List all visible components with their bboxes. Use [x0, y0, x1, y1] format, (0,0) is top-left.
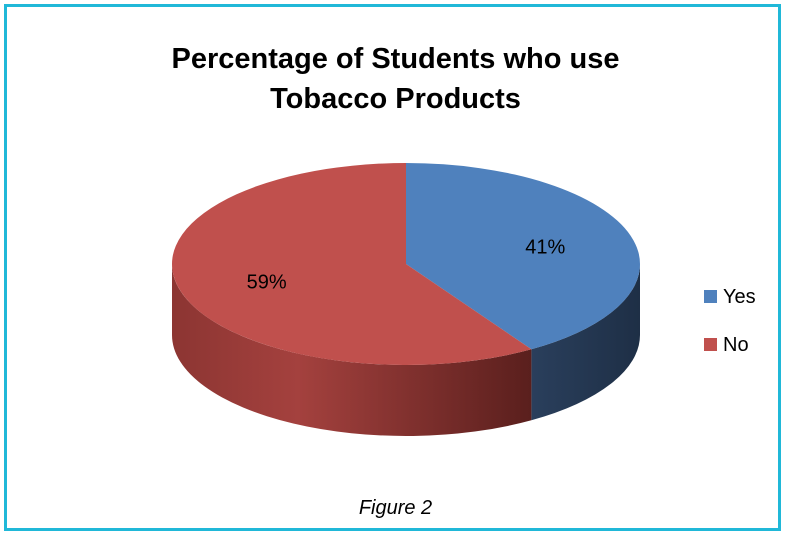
figure-caption: Figure 2 [358, 497, 433, 519]
legend-swatch-no [704, 338, 717, 351]
data-label-yes: 41% [525, 237, 565, 259]
pie-slices: 41% 59% [172, 163, 641, 436]
chart-title: Percentage of Students who use Tobacco P… [7, 39, 784, 119]
pie-side-yes [531, 264, 640, 421]
legend-label-yes: Yes [723, 286, 756, 308]
chart-frame: Percentage of Students who use Tobacco P… [4, 4, 781, 531]
data-label-no: 59% [247, 271, 287, 293]
legend-swatch-yes [704, 290, 717, 303]
pie-slice-no [172, 163, 532, 365]
chart-title-line-2: Tobacco Products [270, 83, 521, 115]
chart-title-line-1: Percentage of Students who use [171, 43, 620, 75]
legend: Yes No [704, 286, 756, 356]
pie-slice-yes [406, 163, 641, 350]
pie-chart: 41% 59% Yes No [172, 163, 756, 436]
pie-side-no [172, 264, 532, 436]
legend-label-no: No [723, 334, 749, 356]
